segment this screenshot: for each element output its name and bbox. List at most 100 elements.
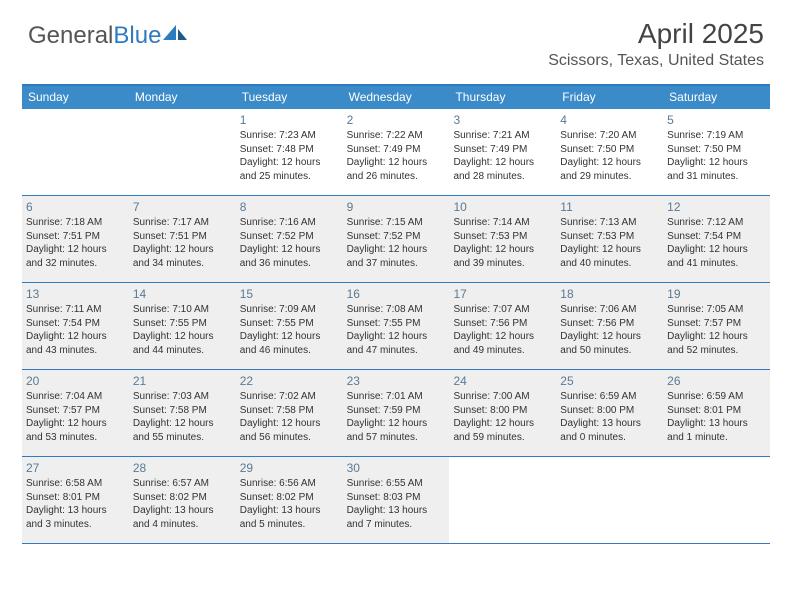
day-info-line: Daylight: 12 hours <box>560 330 659 344</box>
day-info-line: and 34 minutes. <box>133 257 232 271</box>
day-info-line: Daylight: 13 hours <box>560 417 659 431</box>
day-info-line: Daylight: 12 hours <box>240 156 339 170</box>
day-empty <box>663 457 770 543</box>
day-number: 17 <box>453 286 552 302</box>
day-info-line: Sunrise: 7:14 AM <box>453 216 552 230</box>
day-info-line: and 43 minutes. <box>26 344 125 358</box>
day-info-line: Sunrise: 6:59 AM <box>560 390 659 404</box>
day-info-line: Sunset: 7:50 PM <box>560 143 659 157</box>
day-number: 16 <box>347 286 446 302</box>
day-info-line: Sunset: 7:59 PM <box>347 404 446 418</box>
day-info-line: Sunset: 8:02 PM <box>133 491 232 505</box>
day-number: 19 <box>667 286 766 302</box>
day-cell: 27Sunrise: 6:58 AMSunset: 8:01 PMDayligh… <box>22 457 129 543</box>
day-info-line: and 50 minutes. <box>560 344 659 358</box>
day-number: 3 <box>453 112 552 128</box>
day-info-line: Daylight: 12 hours <box>453 156 552 170</box>
day-cell: 22Sunrise: 7:02 AMSunset: 7:58 PMDayligh… <box>236 370 343 456</box>
day-info-line: Sunrise: 7:00 AM <box>453 390 552 404</box>
day-cell: 12Sunrise: 7:12 AMSunset: 7:54 PMDayligh… <box>663 196 770 282</box>
day-number: 29 <box>240 460 339 476</box>
day-info-line: Sunrise: 7:17 AM <box>133 216 232 230</box>
day-info-line: Sunset: 8:00 PM <box>453 404 552 418</box>
day-info-line: and 36 minutes. <box>240 257 339 271</box>
day-info-line: Daylight: 12 hours <box>347 417 446 431</box>
day-info-line: and 41 minutes. <box>667 257 766 271</box>
day-cell: 29Sunrise: 6:56 AMSunset: 8:02 PMDayligh… <box>236 457 343 543</box>
weekday-sunday: Sunday <box>22 86 129 109</box>
day-cell: 5Sunrise: 7:19 AMSunset: 7:50 PMDaylight… <box>663 109 770 195</box>
day-cell: 16Sunrise: 7:08 AMSunset: 7:55 PMDayligh… <box>343 283 450 369</box>
day-info-line: Sunrise: 7:12 AM <box>667 216 766 230</box>
day-info-line: and 59 minutes. <box>453 431 552 445</box>
day-number: 18 <box>560 286 659 302</box>
day-number: 1 <box>240 112 339 128</box>
week-row: 1Sunrise: 7:23 AMSunset: 7:48 PMDaylight… <box>22 109 770 196</box>
day-number: 30 <box>347 460 446 476</box>
day-info-line: and 32 minutes. <box>26 257 125 271</box>
day-info-line: Sunrise: 7:20 AM <box>560 129 659 143</box>
day-info-line: and 55 minutes. <box>133 431 232 445</box>
day-number: 12 <box>667 199 766 215</box>
day-info-line: Sunrise: 7:07 AM <box>453 303 552 317</box>
weekday-monday: Monday <box>129 86 236 109</box>
day-info-line: Daylight: 12 hours <box>26 243 125 257</box>
day-number: 20 <box>26 373 125 389</box>
day-number: 2 <box>347 112 446 128</box>
logo-text-2: Blue <box>113 22 161 50</box>
day-number: 27 <box>26 460 125 476</box>
day-info-line: Sunrise: 7:19 AM <box>667 129 766 143</box>
day-info-line: Daylight: 12 hours <box>560 243 659 257</box>
day-number: 6 <box>26 199 125 215</box>
day-info-line: and 28 minutes. <box>453 170 552 184</box>
day-info-line: Sunset: 7:50 PM <box>667 143 766 157</box>
day-cell: 13Sunrise: 7:11 AMSunset: 7:54 PMDayligh… <box>22 283 129 369</box>
day-cell: 25Sunrise: 6:59 AMSunset: 8:00 PMDayligh… <box>556 370 663 456</box>
day-info-line: Daylight: 12 hours <box>667 243 766 257</box>
day-info-line: Daylight: 12 hours <box>240 330 339 344</box>
header: GeneralBlue April 2025 Scissors, Texas, … <box>0 0 792 76</box>
day-cell: 15Sunrise: 7:09 AMSunset: 7:55 PMDayligh… <box>236 283 343 369</box>
day-number: 24 <box>453 373 552 389</box>
day-info-line: Sunset: 8:02 PM <box>240 491 339 505</box>
day-info-line: and 31 minutes. <box>667 170 766 184</box>
day-info-line: and 29 minutes. <box>560 170 659 184</box>
day-info-line: Sunrise: 7:13 AM <box>560 216 659 230</box>
day-cell: 10Sunrise: 7:14 AMSunset: 7:53 PMDayligh… <box>449 196 556 282</box>
day-cell: 26Sunrise: 6:59 AMSunset: 8:01 PMDayligh… <box>663 370 770 456</box>
day-info-line: Daylight: 12 hours <box>133 330 232 344</box>
day-info-line: and 25 minutes. <box>240 170 339 184</box>
day-info-line: and 53 minutes. <box>26 431 125 445</box>
day-info-line: Sunrise: 7:15 AM <box>347 216 446 230</box>
day-info-line: Sunset: 7:58 PM <box>240 404 339 418</box>
weekday-tuesday: Tuesday <box>236 86 343 109</box>
day-number: 25 <box>560 373 659 389</box>
day-info-line: Sunrise: 7:08 AM <box>347 303 446 317</box>
day-info-line: Daylight: 12 hours <box>347 156 446 170</box>
day-info-line: Daylight: 13 hours <box>240 504 339 518</box>
day-cell: 18Sunrise: 7:06 AMSunset: 7:56 PMDayligh… <box>556 283 663 369</box>
day-info-line: Sunset: 7:55 PM <box>240 317 339 331</box>
day-info-line: and 46 minutes. <box>240 344 339 358</box>
day-number: 8 <box>240 199 339 215</box>
day-number: 9 <box>347 199 446 215</box>
week-row: 20Sunrise: 7:04 AMSunset: 7:57 PMDayligh… <box>22 370 770 457</box>
day-info-line: and 4 minutes. <box>133 518 232 532</box>
day-info-line: and 5 minutes. <box>240 518 339 532</box>
weekday-friday: Friday <box>556 86 663 109</box>
day-info-line: Sunrise: 7:05 AM <box>667 303 766 317</box>
day-info-line: Sunset: 8:03 PM <box>347 491 446 505</box>
day-cell: 1Sunrise: 7:23 AMSunset: 7:48 PMDaylight… <box>236 109 343 195</box>
day-info-line: Daylight: 12 hours <box>26 417 125 431</box>
day-cell: 7Sunrise: 7:17 AMSunset: 7:51 PMDaylight… <box>129 196 236 282</box>
day-info-line: Sunrise: 7:16 AM <box>240 216 339 230</box>
day-info-line: Sunset: 7:48 PM <box>240 143 339 157</box>
title-block: April 2025 Scissors, Texas, United State… <box>548 18 764 70</box>
day-info-line: Daylight: 13 hours <box>26 504 125 518</box>
day-number: 10 <box>453 199 552 215</box>
day-info-line: Sunset: 7:49 PM <box>347 143 446 157</box>
day-info-line: Daylight: 12 hours <box>240 243 339 257</box>
day-info-line: Daylight: 12 hours <box>240 417 339 431</box>
day-number: 13 <box>26 286 125 302</box>
weekday-thursday: Thursday <box>449 86 556 109</box>
